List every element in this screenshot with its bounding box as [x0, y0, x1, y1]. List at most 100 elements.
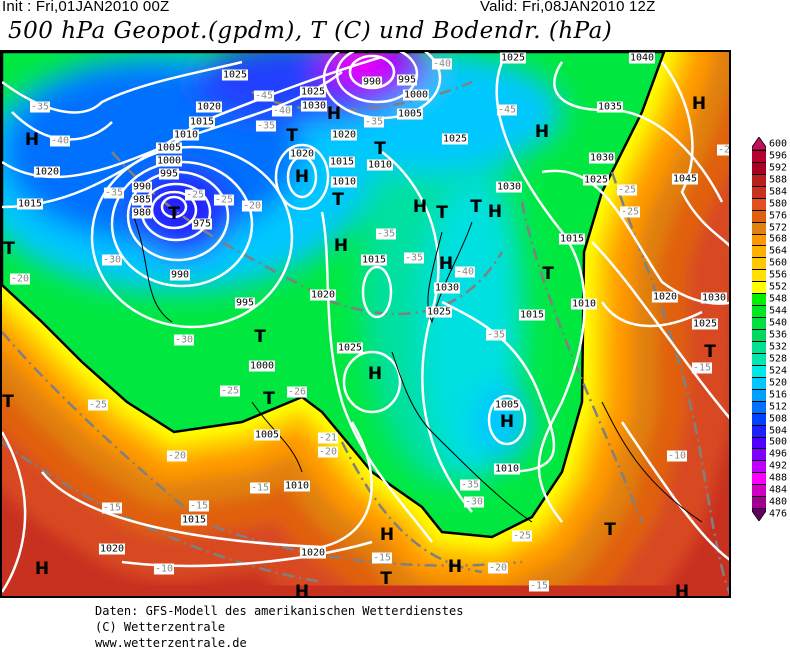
isobar-label: 995: [234, 297, 256, 309]
pressure-system-marker: T: [380, 569, 392, 589]
colorbar-swatch: [752, 484, 766, 497]
colorbar-swatch: [752, 221, 766, 235]
colorbar-label: 568: [769, 233, 788, 245]
isobar-label: 1010: [283, 480, 311, 492]
colorbar-swatch: [752, 281, 766, 294]
isobar-label: 1030: [300, 100, 328, 112]
colorbar-label: 552: [769, 281, 788, 293]
init-time: Init : Fri,01JAN2010 00Z: [2, 0, 170, 15]
colorbar-label: 572: [769, 222, 788, 234]
footer-data-source: Daten: GFS-Modell des amerikanischen Wet…: [95, 604, 464, 618]
isobar-label: 1035: [596, 101, 624, 113]
isobar-label: 1025: [221, 69, 249, 81]
colorbar-label: 532: [769, 341, 788, 353]
isotherm-label: -35: [29, 101, 51, 113]
colorbar-label: 520: [769, 377, 788, 389]
colorbar-swatch: [752, 364, 766, 378]
isotherm-label: -35: [485, 329, 507, 341]
pressure-system-marker: H: [34, 559, 50, 579]
colorbar-swatch: [752, 173, 766, 187]
chart-title: 500 hPa Geopot.(gpdm), T (C) und Bodendr…: [8, 18, 613, 44]
colorbar-label: 508: [769, 413, 788, 425]
isobar-label: 1025: [691, 318, 719, 330]
colorbar-swatch: [752, 448, 766, 461]
pressure-system-marker: T: [542, 264, 554, 284]
isotherm-label: -40: [49, 135, 71, 147]
isotherm-label: -15: [371, 552, 393, 564]
isotherm-label: -20: [9, 273, 31, 285]
isobar-label: 1015: [328, 156, 356, 168]
colorbar-swatch: [752, 352, 766, 366]
isobar-label: 1020: [98, 543, 126, 555]
pressure-system-marker: T: [604, 520, 616, 540]
isotherm-label: -40: [454, 266, 476, 278]
isobar-label: 1045: [671, 173, 699, 185]
weather-map: 1025 1020 1015 1010 1005 1000 995 990 985 980 975 1…: [0, 50, 731, 598]
isotherm-label: -10: [666, 450, 688, 462]
isobar-label: 990: [131, 181, 153, 193]
isobar-label: 1040: [628, 52, 656, 64]
pressure-system-marker: H: [499, 412, 515, 432]
isotherm-label: -30: [101, 254, 123, 266]
pressure-system-marker: H: [447, 557, 463, 577]
colorbar-legend: 600 596 592 588 584 580 576 572 568 564 560 556 552 5…: [752, 128, 790, 524]
isobar-label: 985: [131, 194, 153, 206]
pressure-system-marker: H: [379, 525, 395, 545]
isobar-label: 1015: [518, 309, 546, 321]
isobar-label: 1010: [330, 176, 358, 188]
isotherm-label: -45: [496, 104, 518, 116]
isobar-label: 1025: [582, 174, 610, 186]
valid-time: Valid: Fri,08JAN2010 12Z: [480, 0, 656, 15]
isobar-label: 1025: [499, 52, 527, 64]
isobar-label: 1020: [309, 289, 337, 301]
isotherm-label: -15: [188, 500, 210, 512]
isotherm-label: -15: [528, 580, 550, 592]
colorbar-label: 560: [769, 257, 788, 269]
pressure-system-marker: H: [487, 202, 503, 222]
pressure-system-marker: T: [168, 204, 180, 224]
isotherm-label: -35: [375, 228, 397, 240]
isotherm-label: -20: [487, 562, 509, 574]
colorbar-label: 600: [769, 138, 788, 150]
pressure-system-marker: H: [294, 582, 310, 598]
isotherm-label: -25: [219, 385, 241, 397]
pressure-system-marker: H: [412, 197, 428, 217]
pressure-system-marker: T: [470, 197, 482, 217]
isobar-label: 990: [361, 76, 383, 88]
isotherm-label: -20: [317, 446, 339, 458]
colorbar-swatch: [752, 185, 766, 199]
isotherm-label: -40: [431, 58, 453, 70]
isobar-label: 1020: [195, 101, 223, 113]
isobar-label: 1000: [402, 89, 430, 101]
colorbar-swatch: [752, 508, 766, 522]
pressure-system-marker: T: [2, 392, 14, 412]
colorbar-label: 476: [769, 508, 788, 520]
pressure-system-marker: T: [286, 126, 298, 146]
pressure-system-marker: H: [534, 122, 550, 142]
isobar-label: 1000: [248, 360, 276, 372]
isotherm-label: -25: [87, 399, 109, 411]
colorbar-swatch: [752, 257, 766, 270]
isotherm-label: -35: [255, 120, 277, 132]
isobar-label: 1005: [155, 142, 183, 154]
footer-copyright: (C) Wetterzentrale: [95, 620, 226, 634]
colorbar-label: 584: [769, 186, 788, 198]
colorbar-swatch: [752, 400, 766, 414]
isobar-label: 1020: [299, 547, 327, 559]
isobar-label: 1000: [155, 155, 183, 167]
isobar-label: 1020: [288, 148, 316, 160]
isobar-label: 1005: [396, 108, 424, 120]
isobar-label: 1020: [651, 291, 679, 303]
colorbar-swatch: [752, 209, 766, 223]
colorbar-swatch: [752, 496, 766, 509]
pressure-system-marker: T: [263, 389, 275, 409]
isotherm-label: -20: [166, 450, 188, 462]
isobar-label: 1005: [493, 399, 521, 411]
pressure-system-marker: T: [374, 139, 386, 159]
isotherm-label: -15: [101, 502, 123, 514]
pressure-system-marker: T: [3, 239, 15, 259]
colorbar-label: 488: [769, 472, 788, 484]
colorbar-label: 500: [769, 436, 788, 448]
colorbar-swatch: [752, 340, 766, 354]
colorbar-label: 564: [769, 245, 788, 257]
